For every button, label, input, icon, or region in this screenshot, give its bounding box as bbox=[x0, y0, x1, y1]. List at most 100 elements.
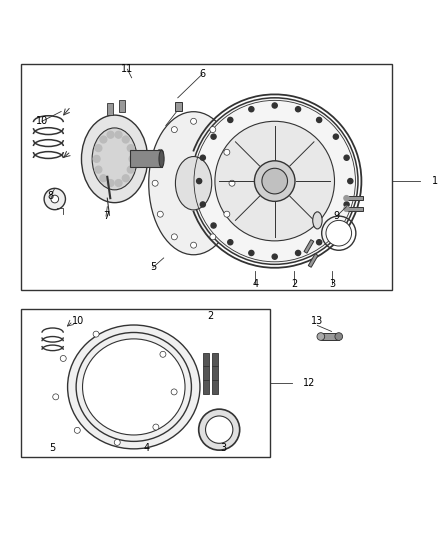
Ellipse shape bbox=[313, 212, 322, 229]
Circle shape bbox=[114, 439, 120, 446]
Ellipse shape bbox=[176, 157, 212, 210]
Circle shape bbox=[344, 202, 349, 207]
Circle shape bbox=[317, 240, 321, 245]
Bar bbox=[21, 309, 270, 457]
Circle shape bbox=[74, 427, 80, 433]
Circle shape bbox=[93, 156, 100, 162]
Bar bbox=[107, 103, 113, 115]
Text: 4: 4 bbox=[252, 279, 258, 289]
Circle shape bbox=[60, 356, 66, 361]
Circle shape bbox=[348, 179, 353, 184]
Bar bbox=[203, 353, 209, 366]
Bar bbox=[346, 207, 363, 211]
Circle shape bbox=[100, 136, 107, 143]
Bar bbox=[203, 366, 209, 380]
Circle shape bbox=[160, 351, 166, 357]
Circle shape bbox=[224, 149, 230, 155]
Polygon shape bbox=[130, 150, 162, 167]
Ellipse shape bbox=[92, 128, 137, 190]
Text: 10: 10 bbox=[36, 116, 48, 126]
Text: 13: 13 bbox=[311, 316, 324, 326]
Circle shape bbox=[211, 134, 216, 139]
Bar bbox=[304, 240, 314, 253]
Circle shape bbox=[317, 117, 321, 123]
Text: 7: 7 bbox=[103, 211, 109, 221]
Circle shape bbox=[200, 155, 205, 160]
Circle shape bbox=[44, 188, 65, 209]
Circle shape bbox=[326, 220, 352, 246]
Circle shape bbox=[115, 131, 122, 138]
Text: 3: 3 bbox=[220, 443, 226, 453]
Circle shape bbox=[115, 180, 122, 187]
Circle shape bbox=[127, 166, 134, 173]
Circle shape bbox=[191, 118, 197, 124]
Ellipse shape bbox=[191, 98, 358, 264]
Bar bbox=[212, 380, 218, 394]
Circle shape bbox=[272, 254, 277, 259]
Circle shape bbox=[127, 145, 134, 151]
Circle shape bbox=[122, 175, 129, 182]
Circle shape bbox=[211, 223, 216, 228]
Text: 10: 10 bbox=[72, 316, 85, 326]
Text: 2: 2 bbox=[208, 311, 214, 321]
Bar bbox=[175, 102, 182, 111]
Ellipse shape bbox=[67, 325, 200, 449]
Bar bbox=[308, 254, 318, 267]
Circle shape bbox=[100, 175, 107, 182]
Text: 12: 12 bbox=[303, 378, 315, 387]
Circle shape bbox=[210, 127, 216, 133]
Circle shape bbox=[317, 333, 325, 341]
Circle shape bbox=[51, 195, 59, 203]
Text: 11: 11 bbox=[121, 64, 134, 74]
Circle shape bbox=[228, 240, 233, 245]
Circle shape bbox=[197, 179, 201, 184]
Ellipse shape bbox=[262, 168, 287, 194]
Text: 2: 2 bbox=[291, 279, 297, 289]
Text: 5: 5 bbox=[150, 262, 156, 272]
Circle shape bbox=[129, 156, 136, 162]
Circle shape bbox=[344, 196, 349, 201]
Ellipse shape bbox=[82, 339, 185, 435]
Bar bbox=[212, 353, 218, 366]
Bar bbox=[321, 333, 339, 340]
Text: 6: 6 bbox=[199, 69, 205, 79]
Ellipse shape bbox=[254, 161, 295, 201]
Circle shape bbox=[344, 155, 349, 160]
Circle shape bbox=[333, 134, 339, 139]
Circle shape bbox=[53, 394, 59, 400]
Bar bbox=[119, 100, 125, 112]
Circle shape bbox=[205, 416, 233, 443]
Circle shape bbox=[296, 251, 300, 255]
Text: 5: 5 bbox=[49, 443, 56, 453]
Ellipse shape bbox=[149, 112, 238, 255]
Circle shape bbox=[171, 127, 177, 133]
Circle shape bbox=[95, 166, 102, 173]
Bar bbox=[203, 380, 209, 394]
Ellipse shape bbox=[215, 122, 335, 241]
Circle shape bbox=[199, 409, 240, 450]
Circle shape bbox=[224, 211, 230, 217]
Circle shape bbox=[171, 389, 177, 395]
Ellipse shape bbox=[159, 150, 164, 167]
Text: 3: 3 bbox=[329, 279, 336, 289]
Circle shape bbox=[107, 180, 114, 187]
Circle shape bbox=[122, 136, 129, 143]
Circle shape bbox=[157, 211, 163, 217]
Circle shape bbox=[335, 333, 343, 341]
Circle shape bbox=[249, 107, 254, 112]
Circle shape bbox=[344, 206, 349, 212]
Text: 8: 8 bbox=[47, 191, 53, 201]
Circle shape bbox=[229, 180, 235, 186]
Bar bbox=[21, 63, 392, 290]
Circle shape bbox=[93, 331, 99, 337]
Circle shape bbox=[296, 107, 300, 112]
Circle shape bbox=[107, 131, 114, 138]
Circle shape bbox=[153, 424, 159, 430]
Circle shape bbox=[95, 145, 102, 151]
Circle shape bbox=[191, 242, 197, 248]
Text: 4: 4 bbox=[144, 443, 150, 453]
Circle shape bbox=[152, 180, 158, 186]
Circle shape bbox=[210, 234, 216, 240]
Text: 9: 9 bbox=[334, 211, 340, 221]
Circle shape bbox=[157, 149, 163, 155]
